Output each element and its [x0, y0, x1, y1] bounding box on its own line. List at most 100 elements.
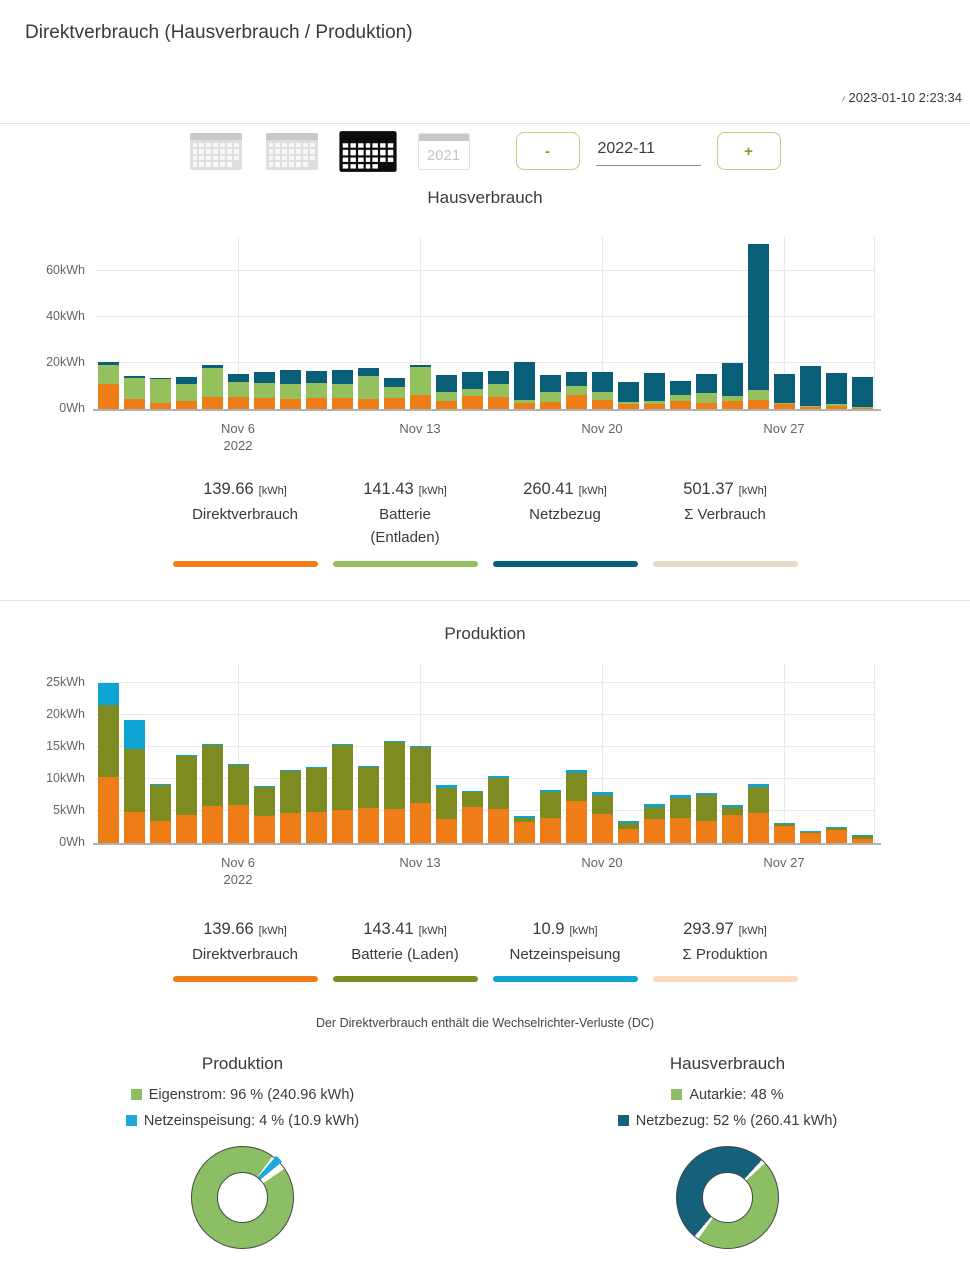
stacked-bar — [773, 237, 795, 409]
y-gridline — [95, 681, 875, 683]
legend-text: Eigenstrom: 96 % (240.96 kWh) — [148, 1087, 355, 1103]
stacked-bar — [201, 237, 223, 409]
consumption-donut-title: Hausverbrauch — [669, 1054, 786, 1073]
bar-segment — [565, 394, 587, 409]
production-donut-legend: Eigenstrom: 96 % (240.96 kWh) Netzeinspei… — [0, 1082, 485, 1134]
bar-segment — [851, 835, 873, 839]
stat-unit: [kWh] — [258, 925, 287, 937]
bar-segment — [305, 768, 327, 812]
bar-segment — [747, 786, 769, 813]
view-year-button[interactable]: 2021 — [417, 132, 470, 170]
stacked-bar — [669, 663, 691, 843]
bar-segment — [617, 823, 639, 829]
stacked-bar — [799, 237, 821, 409]
stacked-bar — [383, 663, 405, 843]
bar-segment — [747, 812, 769, 843]
bar-segment — [435, 787, 457, 819]
x-axis-year-label: 2022 — [223, 438, 253, 453]
stacked-bar — [539, 663, 561, 843]
bar-segment — [695, 794, 717, 821]
x-gridline — [419, 237, 421, 409]
bar-segment — [565, 770, 587, 773]
bar-segment — [383, 378, 405, 388]
y-gridline — [95, 270, 875, 272]
bar-segment — [201, 365, 223, 369]
bar-segment — [175, 755, 197, 815]
bar-segment — [331, 397, 353, 409]
view-week-button[interactable] — [265, 132, 318, 170]
bar-segment — [123, 748, 145, 813]
bar-segment — [747, 389, 769, 400]
bar-segment — [773, 402, 795, 405]
section-divider — [0, 600, 970, 601]
bar-segment — [383, 809, 405, 843]
period-toolbar: 2021 - + — [0, 130, 970, 172]
stat-value: 143.41 — [363, 920, 414, 938]
bar-segment — [851, 407, 873, 408]
bar-segment — [253, 786, 275, 787]
bar-segment — [175, 384, 197, 401]
stat-label: Batterie — [379, 506, 431, 523]
view-day-button[interactable] — [189, 132, 242, 170]
bar-segment — [591, 814, 613, 843]
bar-segment — [643, 373, 665, 401]
stat-item: 293.97 [kWh] Σ Produktion — [645, 910, 805, 982]
y-gridline — [95, 777, 875, 779]
bar-segment — [487, 396, 509, 409]
bar-segment — [617, 820, 639, 824]
production-plot-area — [93, 663, 881, 845]
bar-segment — [617, 404, 639, 409]
bar-segment — [643, 400, 665, 404]
bar-segment — [435, 375, 457, 393]
bar-segment — [123, 720, 145, 749]
bar-segment — [357, 807, 379, 843]
bar-segment — [513, 400, 535, 404]
stacked-bar — [851, 663, 873, 843]
stacked-bar — [747, 663, 769, 843]
bar-segment — [409, 802, 431, 843]
stat-labels: Batterie (Entladen) — [325, 503, 485, 553]
stat-label: Direktverbrauch — [192, 946, 298, 963]
view-month-button-active[interactable] — [338, 130, 397, 172]
stat-item: 501.37 [kWh] Σ Verbrauch — [645, 470, 805, 567]
stat-value: 501.37 — [683, 480, 734, 498]
consumption-donut-column: Hausverbrauch Autarkie: 48 % Netzbezug: 5… — [485, 1042, 970, 1249]
stacked-bar — [409, 663, 431, 843]
bar-segment — [279, 770, 301, 813]
bar-segment — [331, 743, 353, 745]
x-axis-label: Nov 13 — [399, 855, 441, 870]
stat-color-underline — [332, 976, 478, 982]
stat-value-line: 293.97 [kWh] — [645, 920, 805, 939]
stacked-bar — [773, 663, 795, 843]
production-chart-title: Produktion — [444, 624, 526, 643]
period-input[interactable] — [595, 136, 701, 166]
previous-period-button[interactable]: - — [515, 132, 580, 170]
y-axis-label: 20kWh — [46, 706, 85, 721]
bar-segment — [487, 370, 509, 385]
stacked-bar — [357, 237, 379, 409]
bar-segment — [617, 402, 639, 405]
bar-segment — [279, 812, 301, 843]
stacked-bar — [513, 663, 535, 843]
stacked-bar — [97, 237, 119, 409]
x-gridline — [601, 663, 603, 843]
bar-segment — [357, 766, 379, 808]
donut-hole — [701, 1171, 753, 1223]
bar-segment — [123, 377, 145, 399]
production-donut-column: Produktion Eigenstrom: 96 % (240.96 kWh)… — [0, 1042, 485, 1249]
bar-segment — [851, 835, 873, 836]
bar-segment — [539, 375, 561, 393]
bar-segment — [305, 767, 327, 769]
stacked-bar — [617, 663, 639, 843]
stat-value-line: 139.66 [kWh] — [165, 480, 325, 499]
stacked-bar — [643, 663, 665, 843]
next-period-button[interactable]: + — [716, 132, 781, 170]
x-axis-label: Nov 27 — [763, 855, 805, 870]
stat-labels: Direktverbrauch — [165, 503, 325, 553]
bar-segment — [643, 403, 665, 409]
stat-value: 293.97 — [683, 920, 734, 938]
bar-segment — [149, 821, 171, 843]
bar-segment — [279, 369, 301, 385]
bar-segment — [149, 784, 171, 786]
